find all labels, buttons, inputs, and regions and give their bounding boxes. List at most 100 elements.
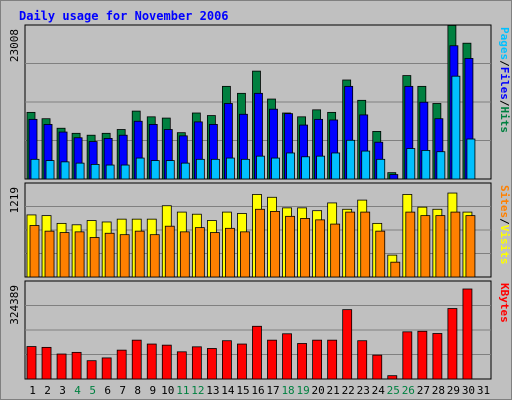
bar-kbytes bbox=[116, 349, 127, 380]
x-tick-label: 9 bbox=[149, 384, 156, 397]
x-tick-label: 27 bbox=[417, 384, 430, 397]
x-tick-label: 24 bbox=[372, 384, 386, 397]
x-tick-label: 23 bbox=[357, 384, 370, 397]
bar-sites bbox=[149, 234, 160, 278]
bar-sites bbox=[360, 211, 371, 278]
legend-entry: Pages bbox=[498, 27, 511, 60]
legend-entry: KBytes bbox=[498, 283, 511, 323]
x-tick-label: 3 bbox=[59, 384, 66, 397]
bar-sites bbox=[240, 231, 250, 278]
legend-entry: Visits bbox=[498, 225, 511, 265]
bar-sites bbox=[450, 211, 461, 278]
bar-kbytes bbox=[176, 351, 187, 380]
bar-kbytes bbox=[191, 346, 202, 380]
legend-entry: Files bbox=[498, 67, 511, 100]
bar-sites bbox=[420, 215, 431, 278]
bar-sites bbox=[375, 230, 386, 278]
bar-pages bbox=[180, 162, 190, 180]
bar-kbytes bbox=[297, 343, 307, 380]
bar-kbytes bbox=[387, 375, 398, 380]
x-tick-label: 1 bbox=[29, 384, 36, 397]
bar-pages bbox=[195, 158, 205, 180]
bar-sites bbox=[390, 261, 401, 278]
legend-entry: / bbox=[498, 218, 511, 225]
bar-sites bbox=[104, 232, 115, 278]
x-tick-label: 20 bbox=[312, 384, 325, 397]
x-tick-label: 18 bbox=[281, 384, 294, 397]
x-tick-label: 25 bbox=[387, 384, 400, 397]
bar-sites bbox=[119, 234, 130, 278]
legend-entry: Sites bbox=[498, 185, 511, 218]
x-tick-label: 14 bbox=[221, 384, 235, 397]
bar-pages bbox=[286, 152, 295, 180]
bar-kbytes bbox=[282, 333, 292, 380]
bar-kbytes bbox=[71, 351, 82, 380]
x-tick-label: 5 bbox=[89, 384, 96, 397]
x-tick-label: 28 bbox=[432, 384, 445, 397]
bar-pages bbox=[165, 160, 175, 180]
bar-pages bbox=[120, 164, 130, 180]
bar-pages bbox=[421, 150, 431, 180]
bar-pages bbox=[45, 160, 55, 180]
y-max-label: 1219 bbox=[8, 187, 21, 214]
x-tick-label: 13 bbox=[206, 384, 219, 397]
bar-sites bbox=[209, 232, 220, 278]
bar-kbytes bbox=[86, 360, 97, 380]
bar-pages bbox=[105, 164, 115, 180]
bar-kbytes bbox=[327, 339, 338, 380]
bar-kbytes bbox=[432, 333, 443, 380]
bar-sites bbox=[44, 230, 55, 278]
bar-sites bbox=[194, 227, 205, 278]
bar-pages bbox=[30, 158, 40, 180]
bar-pages bbox=[271, 157, 280, 180]
bar-sites bbox=[465, 215, 476, 278]
x-tick-label: 30 bbox=[462, 384, 475, 397]
x-tick-label: 4 bbox=[74, 384, 81, 397]
x-tick-label: 31 bbox=[477, 384, 490, 397]
legend-visitors: Sites/Visits bbox=[498, 185, 511, 265]
x-tick-label: 11 bbox=[176, 384, 189, 397]
x-tick-label: 8 bbox=[134, 384, 141, 397]
bar-pages bbox=[406, 148, 416, 180]
x-tick-label: 10 bbox=[161, 384, 174, 397]
x-tick-label: 16 bbox=[251, 384, 264, 397]
bar-pages bbox=[451, 75, 461, 180]
legend-volume: KBytes bbox=[498, 283, 511, 323]
bar-sites bbox=[74, 231, 85, 278]
bar-pages bbox=[316, 155, 326, 180]
bar-sites bbox=[405, 211, 416, 278]
y-max-label: 324389 bbox=[8, 285, 21, 325]
bar-kbytes bbox=[252, 325, 262, 380]
bar-sites bbox=[270, 210, 280, 278]
x-tick-label: 2 bbox=[44, 384, 51, 397]
bar-kbytes bbox=[26, 346, 37, 380]
bar-kbytes bbox=[41, 346, 52, 380]
x-tick-label: 15 bbox=[236, 384, 249, 397]
bar-pages bbox=[150, 160, 160, 180]
x-tick-label: 26 bbox=[402, 384, 415, 397]
bar-kbytes bbox=[357, 340, 368, 380]
bar-pages bbox=[301, 156, 310, 180]
bar-pages bbox=[135, 157, 145, 180]
bar-kbytes bbox=[417, 330, 428, 380]
bar-kbytes bbox=[161, 344, 172, 380]
bar-pages bbox=[436, 151, 446, 180]
bar-pages bbox=[210, 158, 220, 180]
x-tick-label: 6 bbox=[104, 384, 111, 397]
x-tick-label: 21 bbox=[327, 384, 340, 397]
bar-sites bbox=[59, 232, 70, 278]
bar-kbytes bbox=[402, 331, 413, 380]
bar-kbytes bbox=[342, 309, 353, 380]
bar-kbytes bbox=[146, 343, 157, 380]
bar-sites bbox=[255, 208, 265, 278]
bar-sites bbox=[315, 219, 326, 278]
bar-kbytes bbox=[101, 357, 112, 380]
bar-sites bbox=[164, 225, 175, 278]
bar-sites bbox=[285, 215, 295, 278]
bar-sites bbox=[435, 215, 446, 278]
x-tick-label: 7 bbox=[119, 384, 126, 397]
bar-sites bbox=[89, 237, 100, 278]
bar-pages bbox=[226, 157, 235, 180]
bar-sites bbox=[345, 211, 356, 278]
bar-files bbox=[389, 174, 399, 180]
